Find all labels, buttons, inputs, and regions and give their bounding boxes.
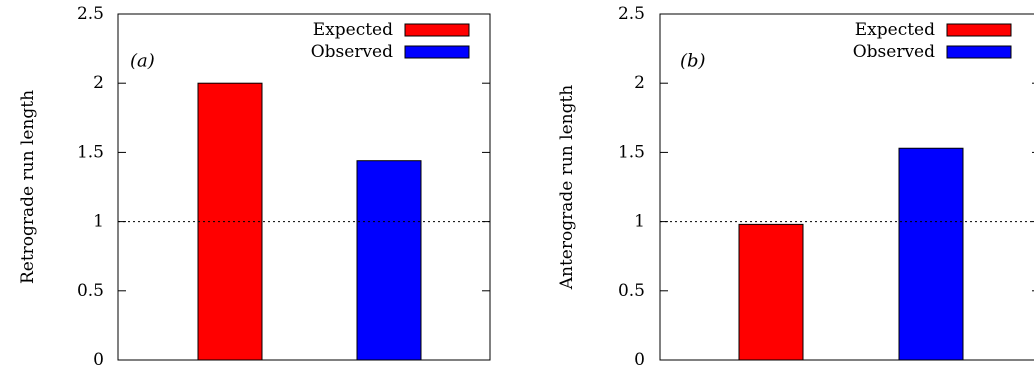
y-tick-label: 0 — [93, 350, 104, 370]
chart-panel-a: 0 0.5 1 1.5 2 2.5 Retrograde run length (a) Expe… — [18, 4, 491, 370]
y-tick-label: 1 — [93, 212, 104, 232]
y-tick-label: 1.5 — [618, 142, 645, 162]
panel-label: (a) — [130, 51, 155, 72]
y-tick-label: 0.5 — [618, 281, 645, 301]
bar-expected — [738, 223, 804, 361]
plot-frame — [117, 13, 491, 361]
y-tick-label: 2.5 — [77, 4, 104, 24]
legend-label-expected: Expected — [313, 20, 393, 40]
y-tick-label: 2 — [93, 73, 104, 93]
legend-label-observed: Observed — [311, 42, 393, 62]
legend-swatch-observed — [946, 45, 1012, 59]
legend-label-observed: Observed — [853, 42, 935, 62]
y-tick-label: 1 — [634, 212, 645, 232]
y-tick-label: 2 — [634, 73, 645, 93]
y-tick-label: 2.5 — [618, 4, 645, 24]
plot-frame — [659, 13, 1034, 361]
y-axis-label: Retrograde run length — [18, 90, 38, 284]
legend-swatch-expected — [404, 23, 470, 37]
y-axis-label: Anterograde run length — [557, 85, 577, 291]
legend-swatch-observed — [404, 45, 470, 59]
panel-label: (b) — [680, 51, 706, 72]
bar-observed — [356, 160, 422, 361]
chart-panel-b: 0 0.5 1 1.5 2 2.5 Anterograde run length (b) Exp… — [557, 4, 1034, 370]
y-tick-label: 0 — [634, 350, 645, 370]
y-tick-label: 0.5 — [77, 281, 104, 301]
legend-swatch-expected — [946, 23, 1012, 37]
y-tick-label: 1.5 — [77, 142, 104, 162]
bar-observed — [898, 147, 964, 361]
legend-label-expected: Expected — [855, 20, 935, 40]
